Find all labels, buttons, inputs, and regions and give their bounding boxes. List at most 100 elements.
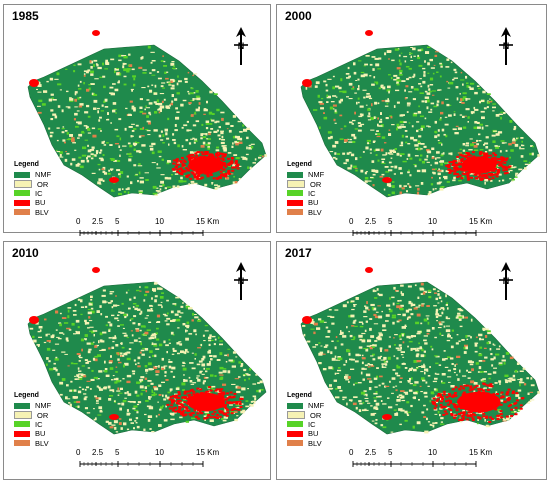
map-panel-2010: 2010 N Legend NMF OR IC BU BLV 0 2.5 5 1… — [3, 241, 271, 480]
map-panel-1985: 1985 N Legend NMF OR IC BU BLV 0 2.5 5 1… — [3, 4, 271, 236]
scale-tick-label: 15 Km — [196, 448, 220, 457]
legend-label: NMF — [35, 401, 52, 411]
scale-tick-label: 0 — [349, 217, 354, 226]
map-panel-2000: 2000 N Legend NMF OR IC BU BLV 0 2.5 5 1… — [276, 4, 547, 236]
land-cover-map — [300, 267, 540, 435]
legend-item-or: OR — [287, 179, 324, 189]
land-cover-map — [27, 267, 267, 435]
svg-text:N: N — [238, 276, 245, 286]
swatch-nmf — [287, 402, 303, 409]
swatch-or — [14, 180, 32, 189]
swatch-bu — [14, 199, 30, 206]
scale-tick-label: 10 — [428, 217, 437, 226]
year-label: 2010 — [12, 246, 39, 260]
legend-title: Legend — [14, 161, 39, 168]
legend-item-blv: BLV — [287, 208, 324, 217]
legend-label: BLV — [308, 438, 322, 448]
north-arrow-icon: N — [234, 27, 248, 65]
legend-label: NMF — [308, 401, 325, 411]
legend-item-nmf: NMF — [14, 170, 51, 179]
map-legend: Legend NMF OR IC BU BLV — [287, 392, 324, 448]
swatch-blv — [14, 440, 30, 447]
north-arrow-icon: N — [234, 262, 248, 300]
legend-label: OR — [310, 410, 322, 420]
scale-tick-label: 15 Km — [469, 448, 493, 457]
map-legend: Legend NMF OR IC BU BLV — [287, 161, 324, 217]
swatch-bu — [14, 430, 30, 437]
swatch-ic — [287, 421, 303, 428]
land-cover-map — [300, 30, 540, 198]
legend-label: NMF — [35, 170, 52, 180]
legend-label: IC — [308, 419, 316, 429]
legend-label: BU — [35, 198, 46, 208]
legend-label: NMF — [308, 170, 325, 180]
legend-item-ic: IC — [287, 420, 324, 429]
legend-item-or: OR — [14, 179, 51, 189]
scale-bar: 0 2.5 5 10 15 Km — [76, 217, 228, 241]
scale-bar: 0 2.5 5 10 15 Km — [76, 448, 228, 472]
swatch-ic — [14, 421, 30, 428]
land-cover-map — [27, 30, 267, 198]
svg-text:N: N — [238, 41, 245, 51]
legend-label: BU — [308, 198, 319, 208]
scale-tick-label: 10 — [155, 448, 164, 457]
swatch-blv — [287, 440, 303, 447]
scale-tick-label: 15 Km — [196, 217, 220, 226]
scale-tick-label: 2.5 — [92, 448, 104, 457]
map-legend: Legend NMF OR IC BU BLV — [14, 161, 51, 217]
legend-title: Legend — [14, 392, 39, 399]
scale-tick-label: 2.5 — [365, 448, 377, 457]
legend-label: BLV — [35, 207, 49, 217]
legend-label: IC — [35, 419, 43, 429]
scale-tick-label: 5 — [115, 217, 120, 226]
legend-item-bu: BU — [14, 198, 51, 207]
scale-tick-label: 0 — [349, 448, 354, 457]
legend-item-nmf: NMF — [14, 401, 51, 410]
legend-label: OR — [37, 179, 49, 189]
legend-title: Legend — [287, 392, 312, 399]
swatch-nmf — [287, 171, 303, 178]
legend-label: IC — [308, 188, 316, 198]
year-label: 2017 — [285, 246, 312, 260]
scale-bar: 0 2.5 5 10 15 Km — [349, 448, 501, 472]
legend-label: BU — [35, 429, 46, 439]
swatch-bu — [287, 430, 303, 437]
swatch-bu — [287, 199, 303, 206]
swatch-or — [287, 180, 305, 189]
swatch-nmf — [14, 402, 30, 409]
swatch-blv — [14, 209, 30, 216]
scale-tick-label: 0 — [76, 448, 81, 457]
legend-item-or: OR — [287, 410, 324, 420]
scale-bar: 0 2.5 5 10 15 Km — [349, 217, 501, 241]
swatch-or — [287, 411, 305, 420]
scale-tick-label: 5 — [388, 217, 393, 226]
north-arrow-icon: N — [499, 27, 513, 65]
svg-text:N: N — [503, 276, 510, 286]
legend-label: BLV — [35, 438, 49, 448]
legend-label: BU — [308, 429, 319, 439]
legend-label: BLV — [308, 207, 322, 217]
scale-tick-label: 10 — [428, 448, 437, 457]
year-label: 1985 — [12, 9, 39, 23]
legend-item-blv: BLV — [14, 439, 51, 448]
swatch-ic — [287, 190, 303, 197]
swatch-blv — [287, 209, 303, 216]
svg-text:N: N — [503, 41, 510, 51]
map-panel-2017: 2017 N Legend NMF OR IC BU BLV 0 2.5 5 1… — [276, 241, 547, 480]
legend-item-bu: BU — [14, 429, 51, 438]
legend-item-nmf: NMF — [287, 170, 324, 179]
legend-label: OR — [310, 179, 322, 189]
legend-item-bu: BU — [287, 198, 324, 207]
legend-item-bu: BU — [287, 429, 324, 438]
north-arrow-icon: N — [499, 262, 513, 300]
scale-tick-label: 15 Km — [469, 217, 493, 226]
legend-item-ic: IC — [14, 189, 51, 198]
legend-label: IC — [35, 188, 43, 198]
scale-tick-label: 10 — [155, 217, 164, 226]
legend-item-ic: IC — [287, 189, 324, 198]
swatch-ic — [14, 190, 30, 197]
legend-item-blv: BLV — [14, 208, 51, 217]
scale-tick-label: 5 — [115, 448, 120, 457]
legend-item-blv: BLV — [287, 439, 324, 448]
scale-tick-label: 0 — [76, 217, 81, 226]
